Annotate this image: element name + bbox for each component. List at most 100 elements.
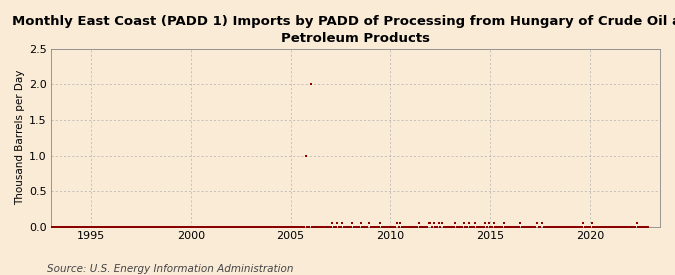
- Point: [591, 224, 602, 229]
- Point: [395, 221, 406, 226]
- Point: [155, 224, 166, 229]
- Point: [572, 224, 583, 229]
- Point: [545, 224, 556, 229]
- Point: [593, 224, 604, 229]
- Point: [297, 224, 308, 229]
- Point: [124, 224, 135, 229]
- Point: [549, 224, 560, 229]
- Point: [117, 224, 128, 229]
- Point: [144, 224, 155, 229]
- Point: [96, 224, 107, 229]
- Point: [523, 224, 534, 229]
- Point: [292, 224, 302, 229]
- Point: [194, 224, 205, 229]
- Point: [641, 224, 652, 229]
- Point: [130, 224, 141, 229]
- Point: [214, 224, 225, 229]
- Point: [94, 224, 105, 229]
- Point: [355, 221, 366, 225]
- Point: [149, 224, 160, 229]
- Point: [568, 224, 579, 229]
- Point: [422, 224, 433, 229]
- Y-axis label: Thousand Barrels per Day: Thousand Barrels per Day: [15, 70, 25, 205]
- Point: [599, 224, 610, 229]
- Point: [481, 224, 492, 229]
- Point: [472, 224, 483, 229]
- Title: Monthly East Coast (PADD 1) Imports by PADD of Processing from Hungary of Crude : Monthly East Coast (PADD 1) Imports by P…: [11, 15, 675, 45]
- Point: [279, 224, 290, 229]
- Point: [204, 224, 215, 229]
- Point: [580, 224, 591, 229]
- Point: [265, 224, 276, 229]
- Point: [234, 224, 244, 229]
- Point: [46, 224, 57, 229]
- Point: [558, 224, 569, 229]
- Point: [190, 224, 201, 229]
- Point: [176, 224, 186, 229]
- Point: [588, 224, 599, 229]
- Point: [612, 224, 622, 229]
- Point: [616, 224, 627, 229]
- Point: [171, 224, 182, 229]
- Point: [383, 224, 394, 229]
- Point: [74, 224, 85, 229]
- Point: [49, 224, 60, 229]
- Point: [443, 224, 454, 229]
- Point: [338, 224, 349, 229]
- Point: [407, 224, 418, 229]
- Point: [335, 224, 346, 229]
- Point: [615, 224, 626, 229]
- Point: [563, 224, 574, 229]
- Point: [598, 224, 609, 229]
- Point: [89, 224, 100, 229]
- Point: [585, 224, 595, 229]
- Point: [483, 221, 494, 225]
- Point: [490, 224, 501, 229]
- Point: [458, 221, 469, 225]
- Point: [365, 224, 376, 229]
- Point: [375, 221, 386, 225]
- Point: [146, 224, 157, 229]
- Point: [129, 224, 140, 229]
- Point: [286, 224, 296, 229]
- Point: [624, 224, 635, 229]
- Point: [505, 224, 516, 229]
- Point: [173, 224, 184, 229]
- Point: [219, 224, 230, 229]
- Point: [578, 221, 589, 226]
- Point: [329, 224, 340, 229]
- Point: [202, 224, 213, 229]
- Point: [87, 224, 98, 229]
- Point: [502, 224, 512, 229]
- Point: [495, 224, 506, 229]
- Point: [452, 224, 462, 229]
- Point: [320, 224, 331, 229]
- Point: [161, 224, 171, 229]
- Point: [508, 224, 519, 229]
- Point: [134, 224, 144, 229]
- Point: [626, 224, 637, 229]
- Point: [136, 224, 146, 229]
- Point: [363, 221, 374, 226]
- Point: [369, 224, 379, 229]
- Point: [107, 224, 118, 229]
- Point: [340, 224, 351, 229]
- Point: [137, 224, 148, 229]
- Point: [223, 224, 234, 229]
- Point: [247, 224, 258, 229]
- Point: [404, 224, 414, 229]
- Point: [211, 224, 221, 229]
- Point: [541, 224, 552, 229]
- Point: [207, 224, 218, 229]
- Point: [435, 224, 446, 229]
- Point: [480, 221, 491, 226]
- Point: [380, 224, 391, 229]
- Point: [71, 224, 82, 229]
- Point: [512, 224, 522, 229]
- Point: [319, 224, 329, 229]
- Point: [440, 224, 451, 229]
- Point: [227, 224, 238, 229]
- Point: [385, 224, 396, 229]
- Point: [262, 224, 273, 229]
- Point: [448, 224, 459, 229]
